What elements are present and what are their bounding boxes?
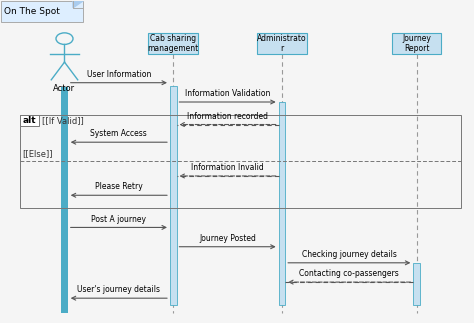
Text: [[Else]]: [[Else]] — [22, 149, 53, 158]
Text: Checking journey details: Checking journey details — [302, 250, 397, 259]
Text: Information Validation: Information Validation — [185, 89, 270, 98]
Bar — [148, 33, 198, 54]
Text: Post A journey: Post A journey — [91, 214, 146, 224]
Bar — [279, 102, 285, 305]
Bar — [392, 33, 441, 54]
Text: [[If Valid]]: [[If Valid]] — [42, 116, 83, 125]
Text: Information Invalid: Information Invalid — [191, 163, 264, 172]
Text: On The Spot: On The Spot — [4, 7, 60, 16]
Bar — [170, 86, 176, 305]
Text: User Information: User Information — [87, 70, 151, 79]
Text: Please Retry: Please Retry — [95, 182, 143, 192]
Bar — [19, 115, 462, 208]
Text: Cab sharing
management: Cab sharing management — [147, 34, 199, 53]
Text: Contacting co-passengers: Contacting co-passengers — [300, 269, 399, 278]
Text: Journey Posted: Journey Posted — [199, 234, 256, 243]
Text: Journey
Report: Journey Report — [402, 34, 431, 53]
Bar — [61, 87, 68, 313]
Text: Actor: Actor — [54, 84, 75, 93]
Bar — [0, 1, 83, 22]
Bar — [257, 33, 307, 54]
Text: Administrato
r: Administrato r — [257, 34, 307, 53]
Bar — [413, 263, 420, 305]
Bar — [19, 115, 39, 126]
Text: User's journey details: User's journey details — [77, 285, 160, 294]
Text: System Access: System Access — [91, 129, 147, 138]
Text: alt: alt — [23, 116, 36, 125]
Polygon shape — [73, 1, 83, 8]
Text: Information recorded: Information recorded — [187, 112, 268, 121]
